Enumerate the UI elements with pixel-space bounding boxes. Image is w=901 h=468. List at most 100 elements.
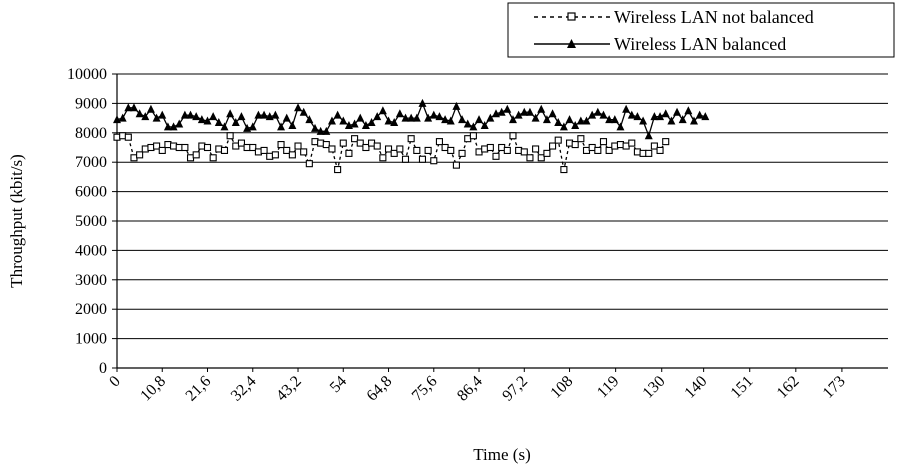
data-point [192, 112, 201, 121]
data-point [260, 110, 269, 119]
data-point [124, 133, 132, 141]
data-point [119, 132, 127, 140]
data-point [605, 115, 614, 124]
data-point [180, 110, 189, 119]
data-point [277, 122, 286, 131]
data-point [503, 146, 511, 154]
data-point [429, 110, 438, 119]
data-point [520, 148, 528, 156]
data-point [560, 166, 568, 174]
x-tick-label: 75,6 [409, 373, 441, 405]
data-point [486, 113, 495, 122]
y-tick-label: 8000 [75, 125, 107, 142]
data-point [299, 107, 308, 116]
data-point [628, 139, 636, 147]
data-point [322, 141, 330, 149]
y-tick-label: 9000 [75, 95, 107, 112]
data-point [317, 139, 325, 147]
data-point [469, 132, 477, 140]
data-point [627, 110, 636, 119]
data-point [175, 143, 183, 152]
data-point [441, 143, 449, 152]
data-point [316, 126, 325, 135]
series-layer [113, 98, 710, 174]
data-point [565, 139, 574, 147]
data-point [418, 155, 427, 163]
data-point [356, 139, 364, 147]
data-point [525, 107, 534, 116]
data-point [599, 110, 608, 119]
data-point [277, 141, 285, 149]
y-axis-title: Throughput (kbit/s) [7, 154, 26, 288]
data-point [407, 135, 415, 143]
data-point [463, 119, 472, 128]
data-point [390, 149, 398, 157]
data-point [254, 110, 263, 119]
data-point [435, 112, 444, 121]
data-point [373, 142, 381, 150]
data-point [576, 116, 585, 125]
data-point [571, 120, 580, 129]
data-point [412, 113, 421, 122]
data-point [163, 122, 172, 131]
y-tick-label: 4000 [75, 242, 107, 259]
data-point [689, 116, 698, 125]
data-point [220, 146, 229, 154]
data-point [327, 116, 336, 125]
data-point [565, 115, 574, 124]
x-tick-label: 130 [640, 373, 669, 402]
x-axis-title: Time (s) [473, 445, 530, 464]
x-tick-label: 43,2 [273, 373, 305, 405]
data-point [645, 149, 653, 157]
data-point [322, 126, 331, 135]
data-point [514, 110, 523, 119]
data-point [452, 161, 460, 169]
legend-label-balanced: Wireless LAN balanced [614, 34, 786, 54]
data-point [509, 132, 517, 140]
x-tick-label: 10,8 [137, 373, 169, 405]
x-tick-label: 21,6 [183, 373, 215, 405]
x-tick-labels: 0 10,8 21,6 32,4 43,2 54 64,8 75,6 86,4 97,2 108 11… [106, 368, 849, 405]
data-point [458, 115, 467, 124]
y-tick-label: 5000 [75, 213, 107, 230]
data-point [136, 151, 144, 159]
y-tick-label: 0 [99, 360, 107, 377]
data-point [220, 122, 229, 131]
data-point [662, 138, 670, 146]
data-point [537, 154, 545, 162]
data-point [310, 123, 319, 132]
data-point [367, 118, 376, 127]
data-point [390, 118, 399, 127]
x-tick-label: 86,4 [454, 373, 486, 405]
data-point [577, 135, 585, 143]
gridlines [117, 73, 888, 340]
data-point [481, 145, 489, 153]
data-point [497, 107, 506, 116]
x-tick-label: 151 [728, 373, 757, 402]
data-point [368, 139, 376, 147]
data-point [656, 146, 664, 154]
data-point [492, 152, 500, 160]
y-tick-label: 10000 [67, 66, 107, 83]
x-tick-label: 173 [820, 373, 849, 402]
data-point [639, 116, 648, 125]
legend-label-not-balanced: Wireless LAN not balanced [614, 7, 814, 27]
x-tick-label: 119 [594, 373, 623, 402]
data-point [582, 146, 591, 154]
data-point [334, 166, 342, 174]
data-point [594, 146, 602, 154]
data-point [271, 151, 279, 159]
data-point [447, 146, 455, 154]
data-point [588, 110, 597, 119]
data-point [656, 112, 665, 121]
data-point [181, 143, 189, 152]
data-point [231, 118, 240, 127]
data-point [146, 104, 155, 113]
data-point [413, 146, 421, 154]
data-point [452, 101, 461, 110]
data-point [520, 107, 529, 116]
data-point [616, 141, 625, 149]
data-point [650, 142, 658, 150]
data-point [424, 113, 433, 122]
